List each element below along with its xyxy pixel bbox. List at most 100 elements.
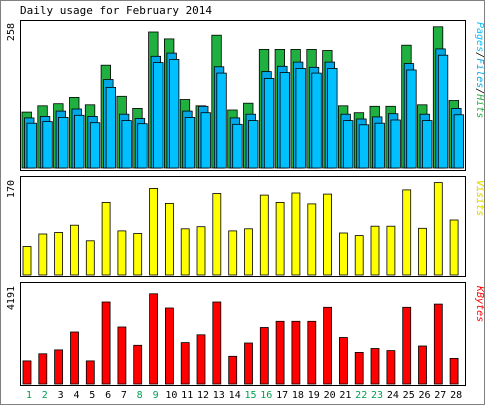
bar-pages-day-4: [74, 114, 85, 169]
bar-pages-day-2: [42, 121, 53, 169]
panel-kbytes-bars: [22, 293, 459, 385]
day-label-28: 28: [450, 390, 462, 401]
bar-visits-day-13: [212, 193, 222, 276]
panel-hits-border: [20, 20, 466, 171]
day-label-23: 23: [371, 390, 383, 401]
bar-visits-day-11: [180, 228, 190, 276]
bar-pages-day-20: [327, 68, 338, 169]
bar-pages-day-28: [453, 114, 465, 169]
bar-visits-day-18: [291, 192, 301, 276]
bar-kbytes-day-28: [449, 357, 459, 385]
bar-kbytes-day-12: [196, 334, 206, 385]
panel-visits-ymax-label: 170: [6, 180, 17, 198]
bar-visits-day-14: [228, 230, 238, 276]
bar-pages-day-5: [89, 122, 101, 169]
bar-kbytes-day-4: [70, 331, 79, 385]
bar-kbytes-day-16: [259, 327, 269, 385]
bar-pages-day-22: [358, 124, 370, 169]
legend-visits: Visits: [474, 180, 485, 216]
day-label-27: 27: [434, 390, 446, 401]
bar-pages-day-23: [374, 122, 385, 169]
bar-pages-day-14: [232, 123, 243, 169]
bar-kbytes-day-21: [338, 337, 348, 385]
bar-kbytes-day-2: [38, 353, 48, 385]
bar-pages-day-10: [168, 59, 180, 169]
day-label-9: 9: [153, 390, 159, 401]
bar-visits-day-27: [433, 182, 443, 276]
day-label-22: 22: [355, 390, 367, 401]
bar-kbytes-day-25: [402, 306, 412, 385]
panel-hits-ymax-label: 258: [6, 23, 17, 41]
bar-visits-day-5: [85, 240, 95, 276]
day-label-1: 1: [26, 390, 32, 401]
day-label-19: 19: [308, 390, 320, 401]
bar-visits-day-1: [22, 246, 32, 276]
bar-pages-day-11: [184, 117, 196, 169]
panel-hits-legend: Pages/Files/Hits: [474, 22, 485, 118]
bar-pages-day-21: [342, 120, 354, 169]
bar-pages-day-9: [153, 62, 164, 169]
panel-visits-bars: [22, 182, 459, 276]
panel-kbytes-ymax-label: 4191: [6, 286, 17, 310]
bar-kbytes-day-9: [149, 293, 159, 385]
bar-kbytes-day-13: [212, 301, 222, 385]
bar-kbytes-day-11: [180, 342, 190, 385]
legend-pages: Pages: [474, 22, 485, 52]
bar-kbytes-day-10: [164, 307, 174, 385]
bar-visits-day-6: [101, 201, 111, 276]
bar-pages-day-24: [390, 119, 401, 169]
legend-separator-2: /: [474, 88, 485, 94]
day-label-8: 8: [137, 390, 143, 401]
bar-visits-day-22: [354, 235, 364, 276]
bar-kbytes-day-24: [386, 350, 396, 385]
bar-visits-day-25: [402, 189, 412, 276]
bar-visits-day-8: [133, 233, 143, 276]
bar-kbytes-day-7: [117, 326, 127, 385]
panel-hits-bars: [21, 26, 465, 169]
bar-kbytes-day-6: [101, 301, 111, 385]
bar-visits-day-21: [338, 232, 348, 276]
bar-visits-day-24: [386, 225, 396, 276]
day-label-13: 13: [213, 390, 225, 401]
bar-kbytes-day-22: [354, 351, 364, 385]
bar-kbytes-day-26: [418, 345, 427, 385]
bar-visits-day-2: [38, 233, 48, 276]
bar-visits-day-7: [117, 230, 127, 276]
day-label-20: 20: [324, 390, 336, 401]
bar-kbytes-day-1: [22, 360, 32, 385]
bar-visits-day-4: [70, 224, 79, 276]
day-label-11: 11: [181, 390, 193, 401]
day-label-25: 25: [403, 390, 415, 401]
legend-files: Files: [474, 58, 485, 88]
panel-kbytes-border: [20, 282, 466, 386]
day-label-16: 16: [260, 390, 272, 401]
day-label-14: 14: [229, 390, 241, 401]
bar-kbytes-day-23: [370, 348, 380, 385]
day-label-15: 15: [244, 390, 256, 401]
day-label-7: 7: [121, 390, 127, 401]
bar-pages-day-1: [26, 122, 37, 169]
bar-pages-day-8: [137, 123, 148, 169]
day-label-24: 24: [387, 390, 399, 401]
bar-visits-day-9: [149, 187, 159, 276]
day-label-12: 12: [197, 390, 209, 401]
day-label-26: 26: [418, 390, 430, 401]
bar-pages-day-27: [437, 54, 449, 169]
bar-pages-day-19: [311, 72, 322, 169]
day-label-2: 2: [42, 390, 48, 401]
day-label-6: 6: [105, 390, 111, 401]
panel-hits: 258 Pages/Files/Hits: [6, 20, 485, 171]
legend-hits: Hits: [474, 93, 485, 118]
bar-kbytes-day-5: [85, 360, 95, 385]
chart-title: Daily usage for February 2014: [20, 4, 212, 17]
bar-visits-day-23: [370, 225, 380, 276]
panel-visits-border: [20, 176, 466, 277]
bar-visits-day-17: [275, 201, 285, 276]
panel-kbytes: 4191 KBytes: [6, 282, 485, 386]
bar-kbytes-day-8: [133, 344, 143, 385]
legend-separator-1: /: [474, 52, 485, 58]
bar-pages-day-13: [216, 72, 227, 169]
panel-visits: 170 Visits: [6, 176, 485, 277]
bar-kbytes-day-20: [323, 306, 333, 385]
